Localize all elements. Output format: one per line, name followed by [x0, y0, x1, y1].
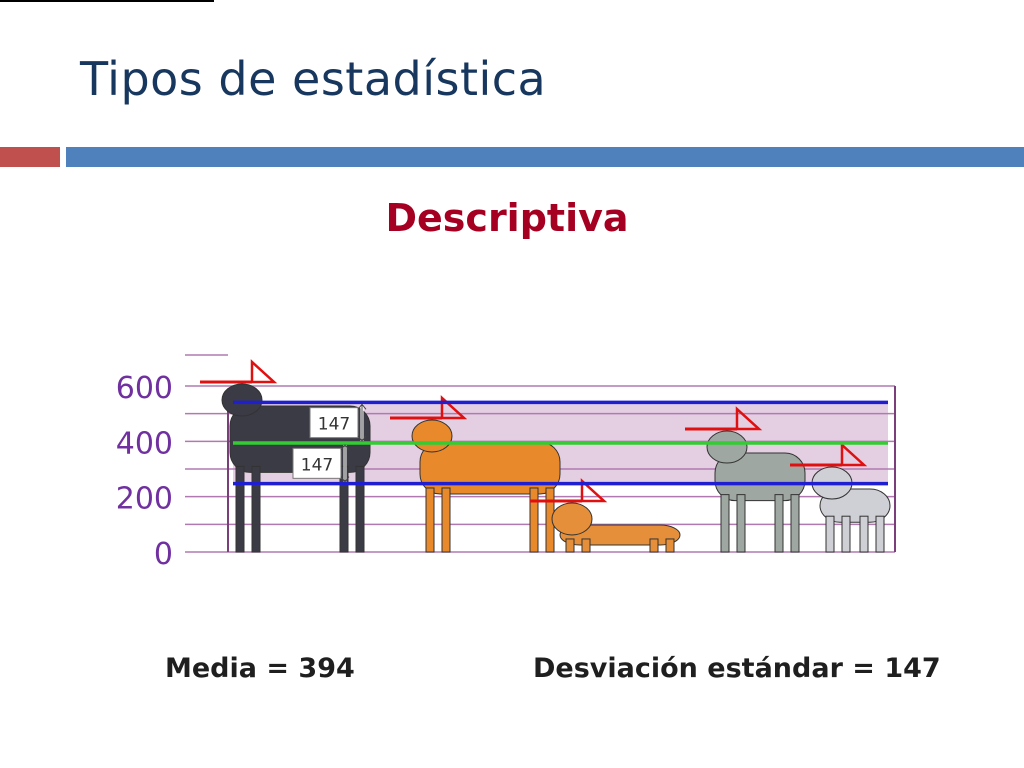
sd-annotation-box — [309, 407, 359, 439]
dog-leg — [529, 487, 539, 553]
dog-head — [411, 419, 453, 453]
height-marker-triangle — [250, 359, 278, 384]
dog-leg — [581, 538, 591, 553]
dog-leg — [790, 494, 800, 553]
sd-arrow-head — [357, 435, 367, 442]
dog-leg — [774, 494, 784, 553]
y-tick-label: 400 — [116, 426, 173, 461]
dog-head — [706, 430, 748, 464]
dog-leg — [720, 494, 730, 553]
dog-leg — [235, 465, 245, 553]
dog-leg — [425, 487, 435, 553]
sd-arrow-head — [340, 476, 350, 483]
y-tick-label: 600 — [116, 371, 173, 406]
height-marker-triangle — [580, 478, 608, 503]
y-tick-label: 0 — [154, 537, 173, 572]
accent-bar-blue — [66, 147, 1024, 167]
sd-annotation-label: 147 — [301, 455, 333, 475]
sd-arrow-head — [340, 444, 350, 451]
dog-leg — [565, 538, 575, 553]
dog-head — [551, 502, 593, 536]
sd-label: Desviación estándar = 147 — [533, 653, 941, 684]
y-tick-label: 200 — [116, 482, 173, 517]
sd-annotation-box — [292, 447, 342, 479]
dog-leg — [441, 487, 451, 553]
dog-leg — [841, 515, 851, 553]
dog-leg — [649, 538, 659, 553]
dog-body — [714, 452, 806, 502]
sd-arrow-head — [357, 403, 367, 410]
dog-height-chart: 0 200 400 600 147 147 — [116, 354, 896, 572]
top-rule — [0, 0, 214, 2]
accent-bar-red — [0, 147, 60, 167]
dog-leg — [859, 515, 869, 553]
dog-leg — [251, 465, 261, 553]
slide-title: Tipos de estadística — [80, 52, 547, 106]
sd-annotation-label: 147 — [318, 415, 350, 435]
slide-subtitle: Descriptiva — [385, 196, 629, 240]
height-marker-triangle — [840, 442, 868, 467]
dog-leg — [736, 494, 746, 553]
dog-leg — [355, 465, 365, 553]
height-marker-triangle — [440, 395, 468, 420]
mean-label: Media = 394 — [165, 653, 355, 684]
dog-leg — [665, 538, 675, 553]
dog-leg — [825, 515, 835, 553]
dog-head — [221, 383, 263, 417]
dog-leg — [875, 515, 885, 553]
height-marker-triangle — [735, 406, 763, 431]
